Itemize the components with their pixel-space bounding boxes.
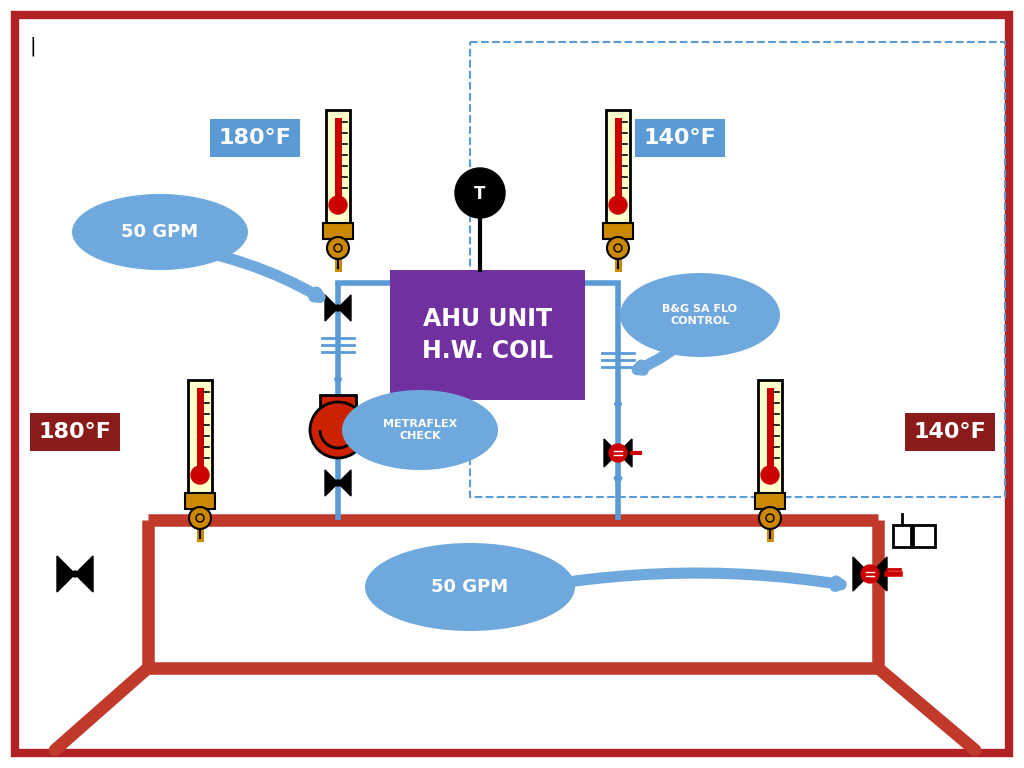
Circle shape <box>861 565 879 583</box>
FancyBboxPatch shape <box>614 118 622 203</box>
Text: 50 GPM: 50 GPM <box>122 223 199 241</box>
FancyBboxPatch shape <box>335 118 341 203</box>
FancyBboxPatch shape <box>767 388 773 473</box>
Circle shape <box>310 402 366 458</box>
Circle shape <box>335 305 341 311</box>
Text: 140°F: 140°F <box>913 422 986 442</box>
Polygon shape <box>853 557 870 591</box>
Circle shape <box>189 507 211 529</box>
Circle shape <box>327 237 349 259</box>
Polygon shape <box>75 556 93 592</box>
Text: 50 GPM: 50 GPM <box>431 578 509 596</box>
Ellipse shape <box>342 390 498 470</box>
Text: |: | <box>30 37 37 57</box>
Text: 180°F: 180°F <box>39 422 112 442</box>
Circle shape <box>455 168 505 218</box>
FancyBboxPatch shape <box>188 380 212 495</box>
Circle shape <box>329 196 347 214</box>
Text: T: T <box>474 185 485 203</box>
FancyBboxPatch shape <box>326 110 350 225</box>
Polygon shape <box>325 295 338 321</box>
FancyBboxPatch shape <box>323 223 353 239</box>
FancyBboxPatch shape <box>755 493 785 509</box>
FancyBboxPatch shape <box>606 110 630 225</box>
Circle shape <box>72 571 78 577</box>
Circle shape <box>607 237 629 259</box>
Polygon shape <box>870 557 887 591</box>
FancyBboxPatch shape <box>185 493 215 509</box>
Polygon shape <box>618 439 632 467</box>
FancyBboxPatch shape <box>893 525 911 547</box>
Polygon shape <box>57 556 75 592</box>
Polygon shape <box>338 470 351 496</box>
Circle shape <box>191 466 209 484</box>
Circle shape <box>609 444 627 462</box>
Circle shape <box>759 507 781 529</box>
Text: METRAFLEX
CHECK: METRAFLEX CHECK <box>383 419 457 441</box>
Circle shape <box>761 466 779 484</box>
Circle shape <box>609 196 627 214</box>
Ellipse shape <box>365 543 575 631</box>
FancyBboxPatch shape <box>197 388 204 473</box>
Ellipse shape <box>72 194 248 270</box>
Circle shape <box>335 480 341 486</box>
Text: 140°F: 140°F <box>644 128 717 148</box>
Polygon shape <box>325 470 338 496</box>
Text: AHU UNIT
H.W. COIL: AHU UNIT H.W. COIL <box>422 307 553 362</box>
FancyBboxPatch shape <box>319 395 356 430</box>
FancyBboxPatch shape <box>758 380 782 495</box>
Text: 180°F: 180°F <box>218 128 292 148</box>
FancyBboxPatch shape <box>390 270 585 400</box>
Text: B&G SA FLO
CONTROL: B&G SA FLO CONTROL <box>663 304 737 326</box>
FancyBboxPatch shape <box>603 223 633 239</box>
Ellipse shape <box>620 273 780 357</box>
FancyBboxPatch shape <box>913 525 935 547</box>
Polygon shape <box>604 439 618 467</box>
Polygon shape <box>338 295 351 321</box>
